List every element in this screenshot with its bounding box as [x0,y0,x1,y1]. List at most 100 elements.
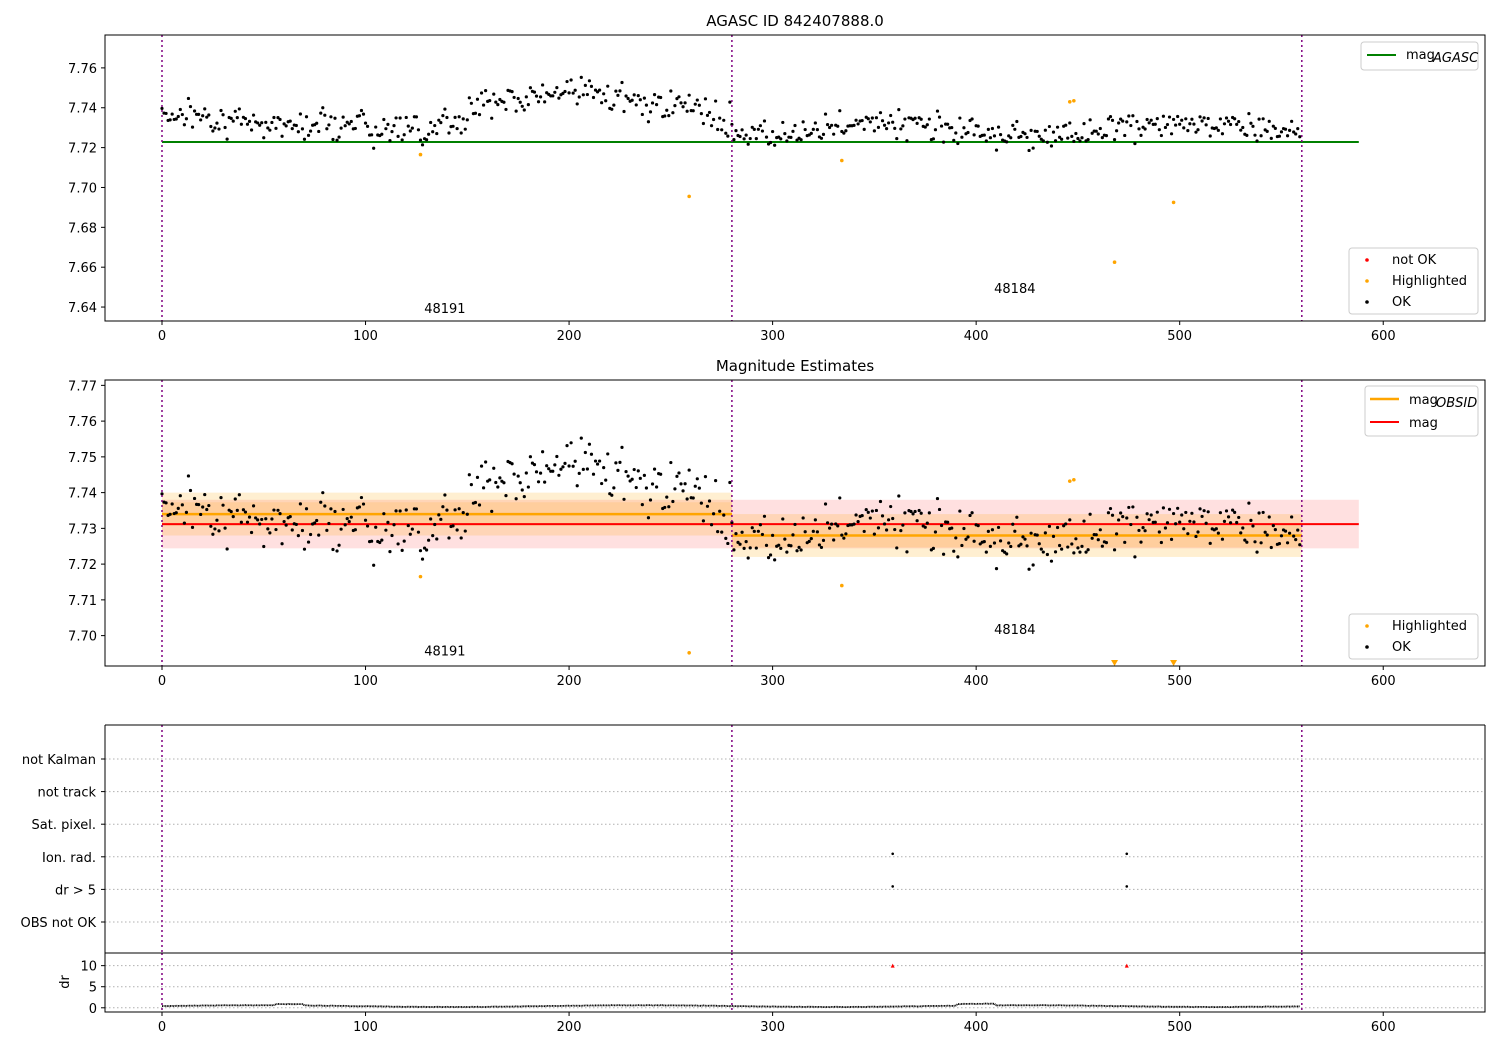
ok-point [205,507,209,512]
ok-point [821,132,826,136]
ok-point [319,500,323,504]
ok-point [1009,544,1013,549]
ok-point [905,550,909,554]
ok-point [919,511,923,515]
ok-point [1100,544,1104,548]
ok-point [302,547,307,551]
ok-point [331,137,335,142]
ok-point [1125,120,1129,124]
ok-point [1100,136,1104,140]
ok-point [416,128,421,132]
ok-point [1135,119,1139,124]
ok-point [170,502,174,506]
ok-point [313,521,317,525]
ok-point [968,513,972,518]
ok-point [543,480,547,484]
ok-point [262,544,266,549]
ok-point [998,539,1003,543]
ok-point [728,100,732,104]
ok-point [1037,134,1041,138]
ok-point [365,124,370,128]
ok-point [254,516,258,520]
ok-point [701,519,706,523]
ok-point [304,115,309,119]
legend-label: OK [1392,640,1411,655]
ok-point [512,95,516,100]
ok-point [972,133,976,137]
ok-point [268,128,272,132]
legend-swatch [1365,624,1369,628]
ok-point [323,113,327,117]
ok-point [830,123,834,127]
ok-point [1214,527,1218,531]
ok-point [174,511,178,515]
ok-point [933,530,938,534]
ok-point [1253,540,1257,544]
ok-point [1204,521,1208,525]
ok-point [223,125,227,130]
ok-point [722,118,726,122]
ok-point [429,120,433,125]
ok-point [887,121,891,125]
ok-point [620,445,624,449]
ok-point [1290,515,1294,519]
ok-point [679,101,683,105]
ok-point [695,477,699,481]
ok-point [207,503,211,508]
ok-point [1243,538,1247,542]
ok-point [803,530,807,534]
ok-point [229,116,233,120]
ok-point [414,507,419,511]
ok-point [1149,513,1153,517]
ok-point [604,99,608,103]
ok-point [1072,551,1076,555]
ok-point [345,517,349,521]
ok-point [420,557,425,561]
ok-point [669,460,673,465]
ok-point [754,546,758,550]
ok-point [872,532,876,536]
ok-point [1294,538,1298,542]
ok-point [589,84,594,88]
ok-point [941,140,946,144]
ok-point [333,116,337,120]
x-tick-label: 100 [353,1020,378,1035]
ok-point [284,523,288,527]
ok-point [276,116,280,120]
ok-point [935,109,940,113]
ok-point [1273,527,1277,532]
ok-point [308,532,313,537]
ok-point [221,503,225,507]
ok-point [431,130,435,134]
ok-point [516,474,520,478]
ok-point [1117,121,1121,125]
x-tick-label: 400 [964,329,989,344]
dr-axis-label: dr [58,975,73,989]
ok-point [854,513,858,517]
ok-point [956,555,960,559]
ok-point [1249,121,1253,125]
ok-point [801,120,805,124]
ok-point [988,544,992,548]
highlighted-below-marker [1170,660,1178,666]
ok-point [396,134,400,138]
ok-point [852,123,856,127]
ok-point [465,512,469,516]
ok-point [624,94,628,98]
ok-point [760,532,765,537]
ok-point [724,131,728,135]
ok-point [1064,522,1068,526]
ok-point [636,94,640,98]
ok-point [475,475,480,479]
ok-point [339,126,343,130]
ok-point [266,527,270,531]
ok-point [290,528,294,532]
x-tick-label: 500 [1167,1020,1192,1035]
ok-point [1070,134,1074,138]
ok-point [652,467,657,471]
ok-point [1239,531,1243,535]
ok-point [1226,515,1231,519]
ok-point [738,542,742,546]
ok-point [180,503,184,507]
ok-point [278,117,282,122]
